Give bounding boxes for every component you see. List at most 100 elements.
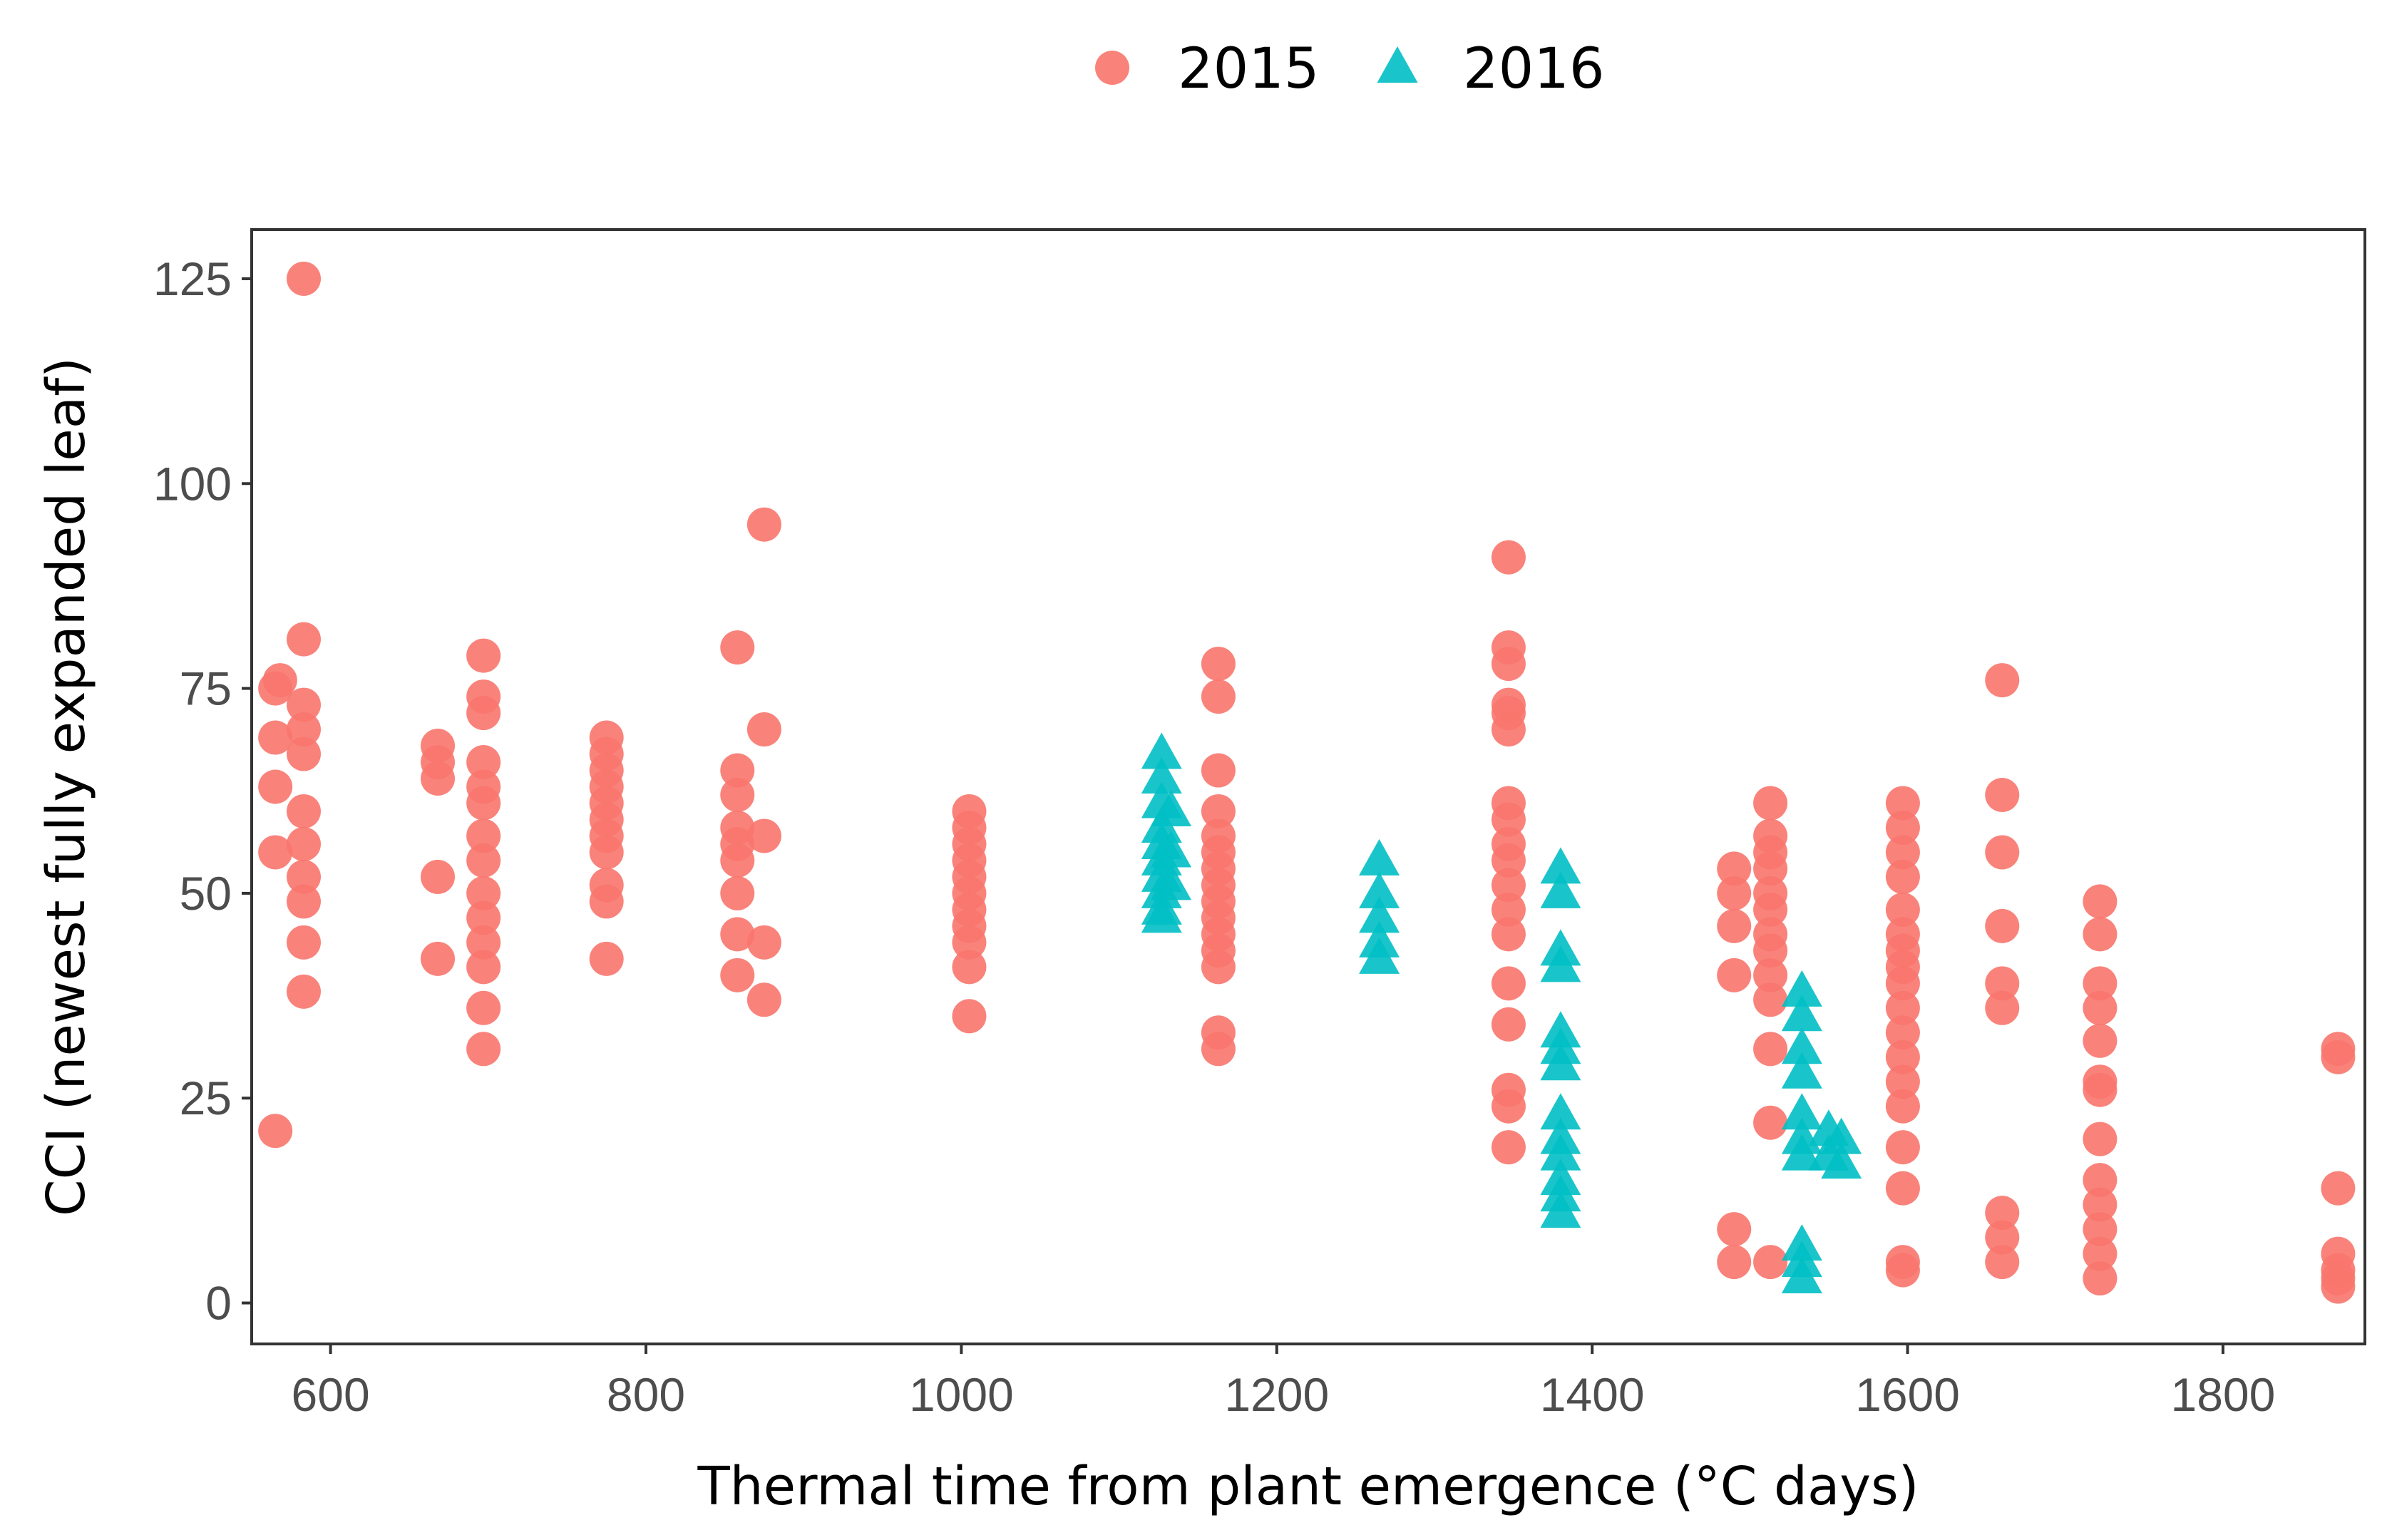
data-point-2015 xyxy=(1885,1130,1920,1165)
data-point-2015 xyxy=(952,950,987,985)
data-point-2016 xyxy=(1540,871,1581,908)
data-point-2015 xyxy=(1201,950,1236,985)
data-point-2015 xyxy=(286,826,321,861)
data-point-2015 xyxy=(1885,966,1920,1001)
data-point-2016 xyxy=(1781,995,1822,1032)
data-point-2016 xyxy=(1141,757,1182,794)
data-point-2015 xyxy=(1491,1007,1526,1042)
data-point-2015 xyxy=(466,1032,501,1067)
data-point-2015 xyxy=(466,990,501,1025)
x-tick-label: 600 xyxy=(292,1368,370,1421)
data-point-2015 xyxy=(720,777,755,812)
data-point-2015 xyxy=(1717,908,1752,943)
data-point-2015 xyxy=(1985,777,2020,812)
data-point-2016 xyxy=(1781,1052,1822,1089)
data-point-2015 xyxy=(1491,647,1526,682)
data-point-2015 xyxy=(1985,663,2020,698)
data-point-2015 xyxy=(1985,966,2020,1001)
data-point-2015 xyxy=(466,950,501,985)
data-point-2015 xyxy=(421,859,456,894)
data-point-2016 xyxy=(1359,937,1400,974)
data-point-2015 xyxy=(1753,982,1788,1017)
data-point-2016 xyxy=(1540,945,1581,982)
data-point-2015 xyxy=(1985,990,2020,1025)
data-point-2016 xyxy=(1781,1027,1822,1064)
data-point-2015 xyxy=(2083,966,2118,1001)
data-point-2015 xyxy=(1201,794,1236,828)
data-point-2015 xyxy=(1491,843,1526,878)
data-point-2015 xyxy=(286,622,321,657)
data-point-2015 xyxy=(286,712,321,747)
data-point-2015 xyxy=(258,1114,293,1149)
data-point-2015 xyxy=(1885,892,1920,927)
data-point-2015 xyxy=(466,925,501,960)
data-point-2015 xyxy=(286,261,321,296)
y-tick-label: 75 xyxy=(180,662,232,715)
data-point-2015 xyxy=(258,835,293,870)
x-tick-label: 1200 xyxy=(1224,1368,1329,1421)
y-tick-label: 100 xyxy=(153,457,232,510)
data-point-2015 xyxy=(2083,1163,2118,1198)
data-point-2015 xyxy=(421,761,456,796)
data-point-2015 xyxy=(1491,802,1526,837)
data-point-2015 xyxy=(1753,958,1788,992)
data-point-2015 xyxy=(1491,966,1526,1001)
data-point-2015 xyxy=(1753,1245,1788,1280)
data-point-2015 xyxy=(720,876,755,910)
data-point-2015 xyxy=(2321,1171,2356,1206)
series-2016 xyxy=(1141,732,1862,1294)
data-point-2015 xyxy=(466,745,501,780)
x-axis: 600 800 1000 1200 1400 1600 1800 xyxy=(292,1344,2275,1421)
data-point-2016 xyxy=(1151,831,1192,868)
legend-item-2015: 2015 xyxy=(1095,37,1320,101)
data-point-2015 xyxy=(2321,1040,2356,1074)
data-point-2015 xyxy=(1717,1212,1752,1247)
data-point-2015 xyxy=(746,982,781,1017)
data-point-2016 xyxy=(1781,1134,1822,1171)
data-point-2016 xyxy=(1821,1142,1862,1179)
legend-key-circle xyxy=(1095,51,1129,85)
data-point-2015 xyxy=(262,663,297,698)
data-point-2016 xyxy=(1359,871,1400,908)
data-point-2015 xyxy=(720,630,755,665)
data-point-2015 xyxy=(286,974,321,1009)
data-point-2016 xyxy=(1540,847,1581,884)
legend-key-triangle xyxy=(1377,46,1418,83)
y-tick-label: 125 xyxy=(153,252,232,305)
data-point-2015 xyxy=(466,843,501,878)
data-point-2015 xyxy=(466,900,501,935)
data-point-2015 xyxy=(466,876,501,910)
data-point-2015 xyxy=(1985,835,2020,870)
data-point-2016 xyxy=(1781,1093,1822,1130)
data-point-2015 xyxy=(1753,1032,1788,1067)
data-point-2015 xyxy=(746,925,781,960)
data-point-2016 xyxy=(1821,1117,1862,1154)
data-point-2015 xyxy=(1885,786,1920,821)
series-2015 xyxy=(258,261,2356,1304)
data-point-2016 xyxy=(1540,1134,1581,1171)
data-point-2015 xyxy=(2083,1187,2118,1222)
data-point-2015 xyxy=(2083,1236,2118,1271)
data-point-2015 xyxy=(1491,1089,1526,1124)
data-point-2015 xyxy=(589,835,624,870)
data-point-2015 xyxy=(1885,810,1920,845)
data-point-2015 xyxy=(1985,1196,2020,1231)
data-point-2016 xyxy=(1141,896,1182,933)
data-point-2015 xyxy=(1717,851,1752,886)
data-point-2015 xyxy=(421,941,456,976)
data-point-2015 xyxy=(720,753,755,788)
data-point-2015 xyxy=(1985,1220,2020,1255)
legend-item-2016: 2016 xyxy=(1377,37,1605,101)
data-point-2015 xyxy=(466,818,501,853)
data-point-2015 xyxy=(720,917,755,952)
data-point-2016 xyxy=(1540,1093,1581,1130)
data-point-2015 xyxy=(466,696,501,731)
x-axis-title: Thermal time from plant emergence (°C da… xyxy=(697,1456,1919,1517)
legend: 2015 2016 xyxy=(1095,37,1605,101)
data-point-2015 xyxy=(746,507,781,542)
x-tick-label: 800 xyxy=(607,1368,685,1421)
plot-panel xyxy=(250,228,2366,1345)
x-tick-label: 1600 xyxy=(1855,1368,1960,1421)
data-point-2015 xyxy=(589,884,624,919)
